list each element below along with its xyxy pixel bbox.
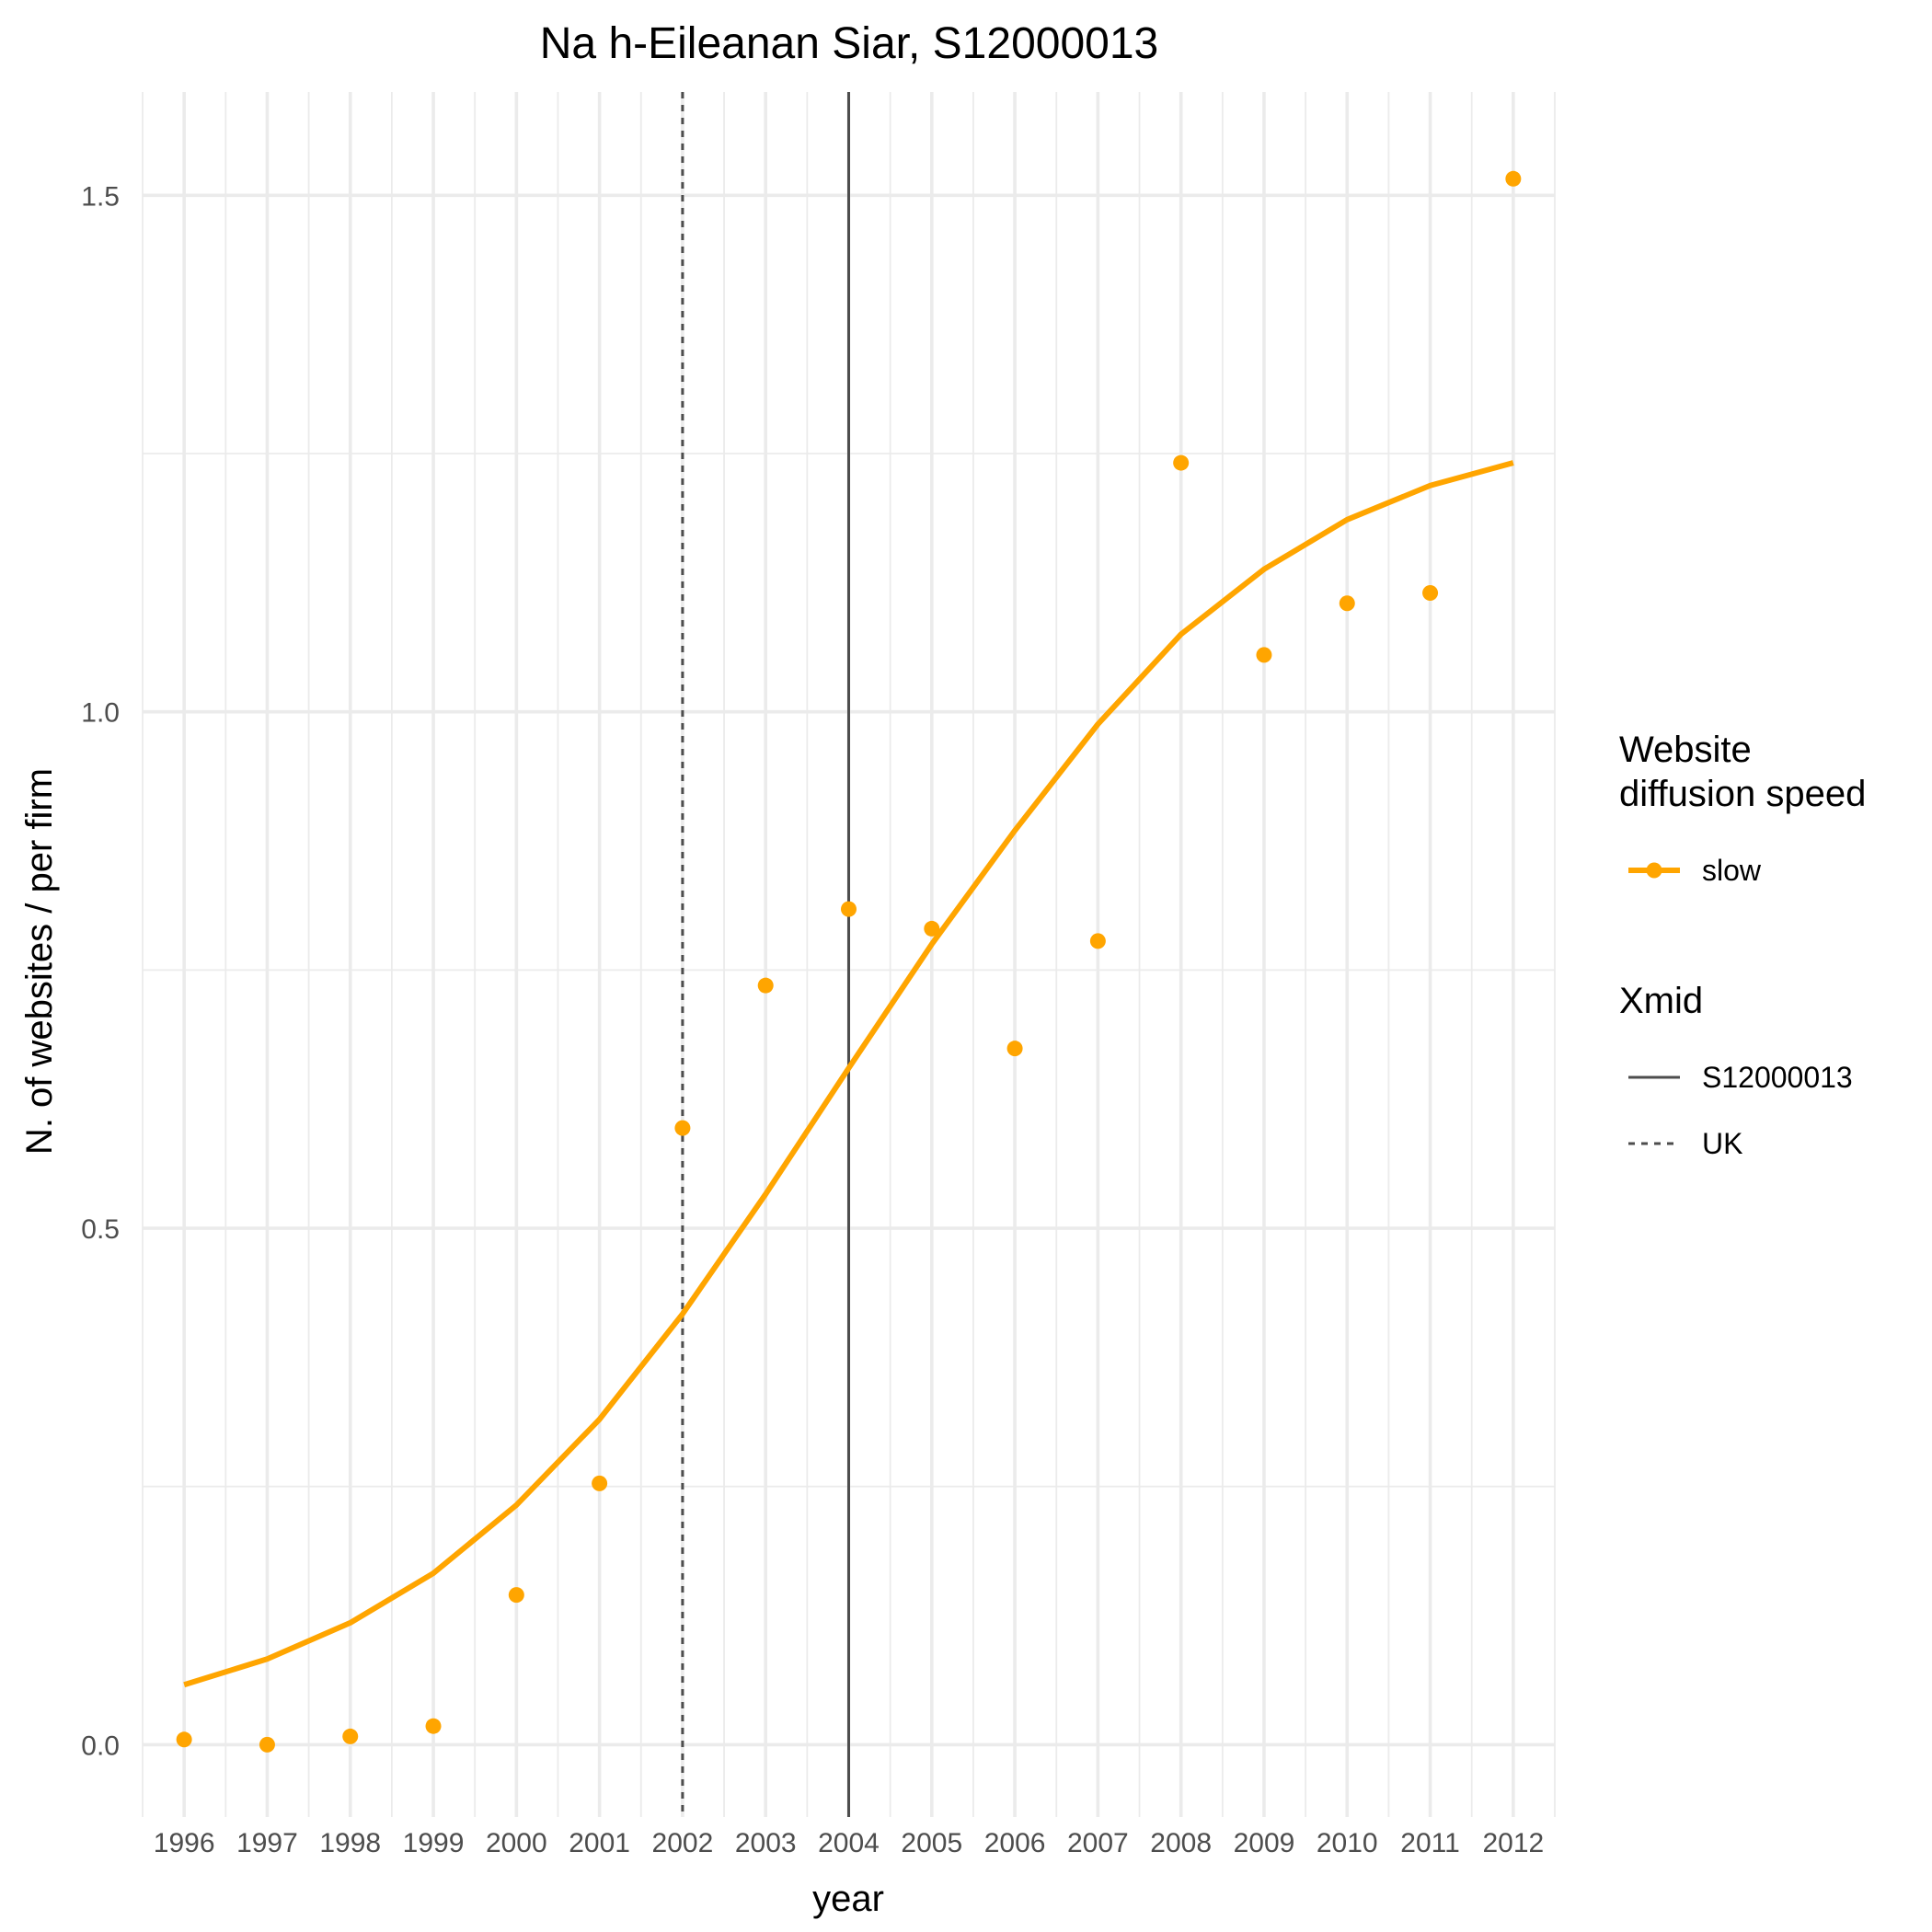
x-tick-label: 2002 — [652, 1828, 714, 1858]
data-point — [1006, 1041, 1023, 1057]
x-tick-label: 2000 — [486, 1828, 547, 1858]
legend-label: UK — [1702, 1127, 1742, 1160]
y-tick-label: 0.0 — [81, 1731, 120, 1761]
legend-title: diffusion speed — [1619, 774, 1866, 814]
data-point — [1422, 585, 1439, 602]
x-axis-ticks: 1996 1997 1998 1999 2000 2001 2002 2003 2004 2005… — [154, 1828, 1544, 1858]
data-point — [1089, 933, 1106, 949]
x-tick-label: 2012 — [1482, 1828, 1544, 1858]
x-tick-label: 2008 — [1150, 1828, 1212, 1858]
y-axis-ticks: 0.0 0.5 1.0 1.5 — [81, 181, 120, 1761]
x-tick-label: 1996 — [154, 1828, 215, 1858]
data-point — [342, 1728, 359, 1744]
chart-title: Na h-Eileanan Siar, S12000013 — [540, 19, 1159, 68]
grid-lines — [142, 92, 1556, 1817]
legend-label: slow — [1702, 854, 1762, 887]
data-point — [1505, 170, 1522, 187]
data-point — [1256, 647, 1272, 663]
y-tick-label: 1.0 — [81, 698, 120, 729]
y-tick-label: 0.5 — [81, 1214, 120, 1245]
legend-key-point — [1646, 862, 1662, 879]
data-point — [841, 901, 857, 917]
legend-title: Xmid — [1619, 981, 1703, 1021]
x-tick-label: 2010 — [1317, 1828, 1378, 1858]
data-point — [674, 1120, 691, 1136]
data-point — [757, 977, 774, 994]
x-tick-label: 2003 — [735, 1828, 797, 1858]
data-point — [1173, 454, 1190, 471]
y-tick-label: 1.5 — [81, 181, 120, 212]
data-point — [425, 1718, 442, 1734]
y-axis-title: N. of websites / per firm — [19, 768, 60, 1155]
x-tick-label: 1998 — [319, 1828, 381, 1858]
x-tick-label: 2006 — [984, 1828, 1046, 1858]
legend-title: Website — [1619, 730, 1752, 770]
data-point — [508, 1587, 524, 1604]
x-axis-title: year — [812, 1879, 884, 1919]
fitted-line-slow — [183, 460, 1514, 1688]
x-tick-label: 2001 — [569, 1828, 630, 1858]
x-tick-label: 2005 — [901, 1828, 962, 1858]
data-series — [176, 170, 1522, 1753]
x-tick-label: 2011 — [1400, 1828, 1460, 1858]
data-point — [924, 920, 940, 937]
x-tick-label: 2004 — [818, 1828, 880, 1858]
data-point — [176, 1731, 192, 1748]
data-point — [259, 1736, 275, 1753]
legend-label: S12000013 — [1702, 1061, 1853, 1094]
reference-lines — [681, 92, 850, 1817]
x-tick-label: 2009 — [1234, 1828, 1295, 1858]
data-point — [1339, 595, 1355, 612]
x-tick-label: 1999 — [403, 1828, 465, 1858]
x-tick-label: 2007 — [1067, 1828, 1129, 1858]
data-point — [592, 1475, 608, 1491]
x-tick-label: 1997 — [236, 1828, 298, 1858]
